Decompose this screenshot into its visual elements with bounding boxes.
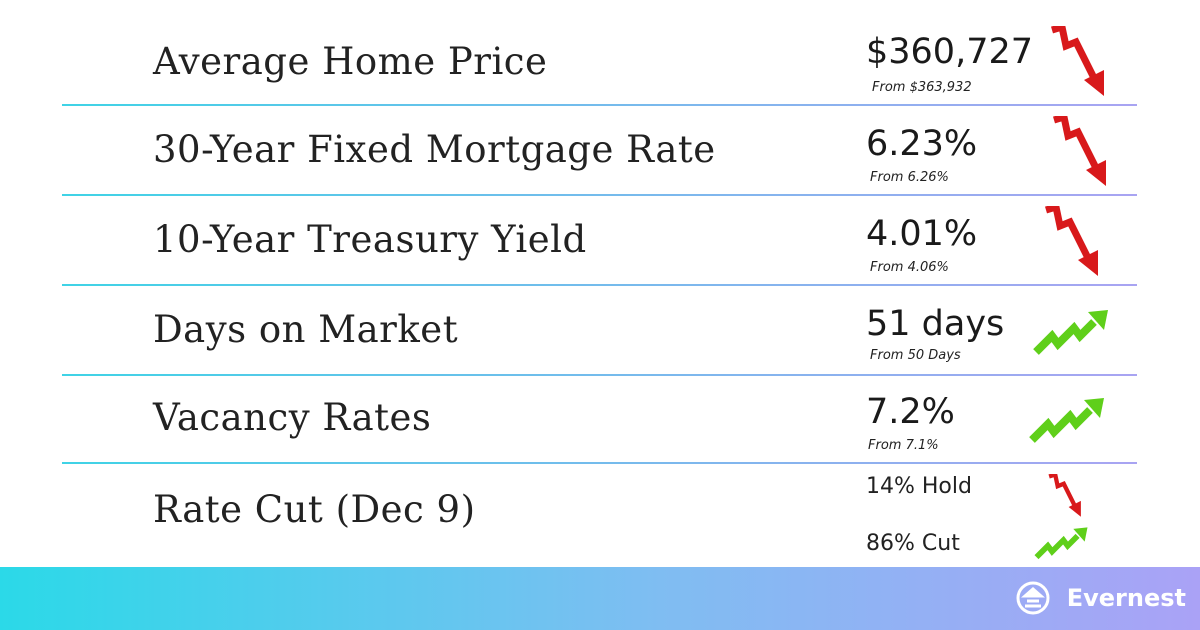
separator [62, 462, 1137, 464]
row-from: From 50 Days [870, 348, 961, 363]
row-value: 7.2% [866, 392, 955, 432]
hold-text: 14% Hold [866, 474, 972, 499]
down-arrow [1050, 116, 1110, 188]
row-value: 4.01% [866, 214, 978, 254]
footer-band: Evernest [0, 567, 1200, 630]
down-arrow [1048, 26, 1108, 98]
row-label: Average Home Price [153, 40, 548, 83]
separator [62, 194, 1137, 196]
separator [62, 284, 1137, 286]
row-from: From 4.06% [870, 260, 949, 275]
row-value: 51 days [866, 304, 1005, 344]
down-arrow [1042, 206, 1102, 278]
row-label: Vacancy Rates [153, 396, 432, 439]
separator [62, 374, 1137, 376]
row-from: From 7.1% [868, 438, 939, 453]
row-label: 10-Year Treasury Yield [153, 218, 587, 261]
brand-name: Evernest [1066, 584, 1186, 612]
logo-icon [1016, 581, 1050, 615]
separator [62, 104, 1137, 106]
cut-text: 86% Cut [866, 531, 960, 556]
row-value: 6.23% [866, 124, 978, 164]
row-from: From $363,932 [872, 80, 972, 95]
up-arrow [1033, 526, 1091, 560]
down-arrow [1045, 474, 1085, 518]
row-value: $360,727 [866, 32, 1034, 72]
up-arrow [1028, 396, 1108, 444]
row-label: Days on Market [153, 308, 459, 351]
row-from: From 6.26% [870, 170, 949, 185]
row-label: Rate Cut (Dec 9) [153, 488, 476, 531]
up-arrow [1032, 308, 1112, 356]
row-label: 30-Year Fixed Mortgage Rate [153, 128, 716, 171]
